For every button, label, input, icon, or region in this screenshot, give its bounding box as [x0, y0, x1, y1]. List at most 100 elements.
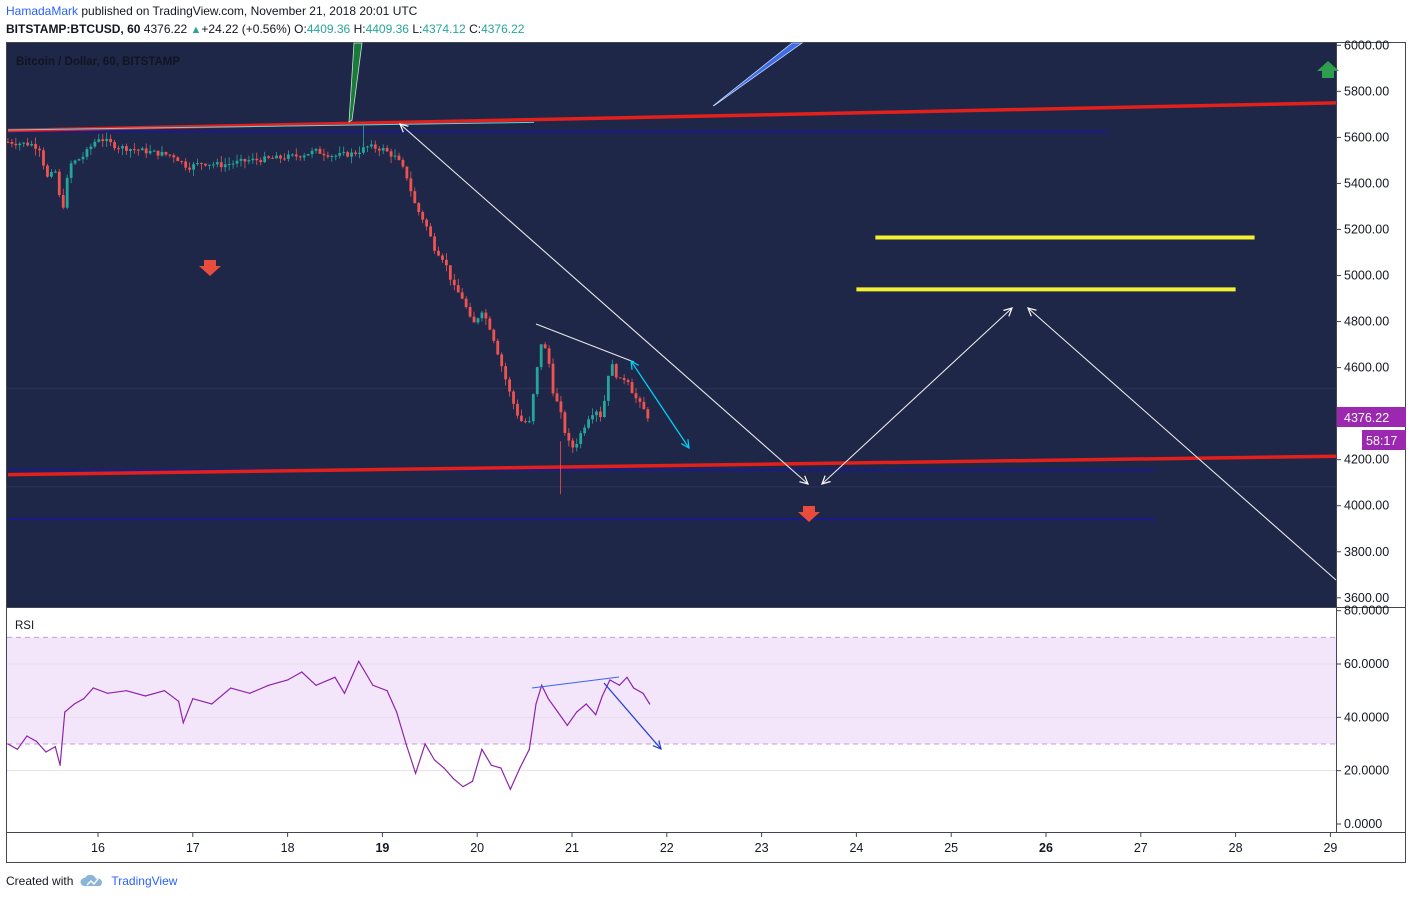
- candle-body: [425, 219, 429, 227]
- candle-body: [105, 138, 109, 142]
- candle-body: [200, 162, 203, 164]
- rsi-blue-arrow[interactable]: [603, 682, 661, 749]
- time-tick-label: 23: [755, 841, 769, 855]
- time-tick-label: 25: [944, 841, 958, 855]
- candle-body: [306, 154, 310, 156]
- candle-body: [405, 166, 409, 179]
- candle-body: [314, 148, 318, 151]
- rsi-tick-label: 40.0000: [1344, 710, 1389, 724]
- candle-body: [599, 411, 602, 418]
- rsi-point: [386, 690, 388, 692]
- rsi-point: [462, 786, 464, 788]
- candle-body: [535, 367, 539, 395]
- rsi-point: [7, 743, 9, 745]
- candle-body: [444, 259, 448, 266]
- candle-body: [322, 153, 326, 156]
- candle-body: [215, 162, 219, 165]
- price-tick-label: 4000.00: [1344, 499, 1389, 513]
- price-tick-label: 4800.00: [1344, 315, 1389, 329]
- candle-body: [441, 255, 444, 260]
- white-up-arrow[interactable]: [822, 308, 1012, 484]
- candle-body: [204, 163, 207, 166]
- candle-body: [65, 177, 69, 208]
- price-tick-label: 5400.00: [1344, 176, 1389, 190]
- candle-body: [168, 154, 172, 156]
- symbol-name[interactable]: BITSTAMP:BTCUSD, 60: [6, 22, 141, 36]
- rsi-point: [268, 684, 270, 686]
- candle-body: [523, 421, 527, 423]
- time-tick-label: 17: [186, 841, 200, 855]
- candle-body: [132, 149, 136, 151]
- candle-body: [472, 316, 476, 323]
- candle-body: [476, 318, 480, 323]
- candle-body: [555, 393, 559, 402]
- white-long-down-arrow[interactable]: [1028, 308, 1337, 581]
- chart-border: [6, 42, 1406, 863]
- time-tick-label: 26: [1039, 841, 1053, 855]
- candle-body: [547, 348, 551, 364]
- candle-body: [421, 212, 425, 220]
- rsi-point: [519, 767, 521, 769]
- up-arrow-icon: [1317, 61, 1339, 78]
- candle-body: [160, 151, 164, 156]
- rsi-point: [92, 687, 94, 689]
- time-tick-label: 22: [660, 841, 674, 855]
- open-value: 4409.36: [306, 22, 351, 36]
- price-change: +24.22 (+0.56%): [201, 22, 291, 36]
- rsi-point: [45, 751, 47, 753]
- rsi-tick-label: 0.0000: [1344, 817, 1382, 831]
- rsi-tick-label: 60.0000: [1344, 657, 1389, 671]
- candle-body: [638, 398, 642, 402]
- tradingview-link[interactable]: TradingView: [111, 874, 178, 888]
- created-with-text: Created with: [6, 874, 74, 888]
- author-link[interactable]: HamadaMark: [6, 4, 79, 18]
- candle-body: [488, 318, 492, 330]
- candle-body: [251, 158, 255, 161]
- timer-badge-text: 58:17: [1366, 434, 1397, 448]
- candle-body: [93, 141, 97, 147]
- rsi-divergence-line[interactable]: [531, 676, 620, 689]
- candle-body: [433, 236, 436, 251]
- rsi-tick-label: 80.0000: [1344, 604, 1389, 618]
- time-tick-label: 20: [470, 841, 484, 855]
- rsi-point: [144, 695, 146, 697]
- price-tick-label: 3800.00: [1344, 545, 1389, 559]
- candle-body: [267, 156, 271, 158]
- white-wedge-line[interactable]: [535, 323, 635, 363]
- blue-channel-drawing[interactable]: [712, 42, 804, 107]
- candle-body: [302, 155, 306, 158]
- rsi-point: [541, 684, 543, 686]
- last-price: 4376.22: [143, 22, 188, 36]
- candle-body: [109, 138, 113, 143]
- candle-body: [113, 142, 116, 149]
- candle-body: [539, 344, 543, 368]
- price-badge-text: 4376.22: [1344, 411, 1389, 425]
- candle-body: [377, 148, 381, 151]
- rsi-point: [35, 740, 37, 742]
- symbol-info: BITSTAMP:BTCUSD, 60 4376.22 ▲+24.22 (+0.…: [6, 22, 524, 36]
- rsi-point: [182, 722, 184, 724]
- candle-body: [136, 149, 140, 151]
- candle-body: [310, 150, 314, 155]
- candle-body: [271, 157, 274, 159]
- candle-body: [622, 378, 626, 381]
- candle-body: [148, 151, 152, 154]
- rsi-point: [372, 684, 374, 686]
- candle-body: [346, 152, 350, 157]
- candle-body: [290, 154, 294, 156]
- price-tick-label: 3600.00: [1344, 591, 1389, 605]
- candle-body: [10, 142, 14, 144]
- white-down-arrow[interactable]: [400, 124, 808, 484]
- candle-body: [583, 427, 587, 434]
- candle-body: [128, 149, 132, 151]
- candle-body: [30, 143, 34, 146]
- candle-body: [464, 298, 468, 307]
- candle-body: [219, 162, 223, 168]
- candle-body: [456, 285, 460, 293]
- candle-body: [338, 152, 342, 156]
- cyan-arrow[interactable]: [631, 361, 689, 448]
- candle-body: [531, 394, 535, 422]
- open-label: O:: [294, 22, 307, 36]
- green-spike-drawing[interactable]: [348, 42, 363, 123]
